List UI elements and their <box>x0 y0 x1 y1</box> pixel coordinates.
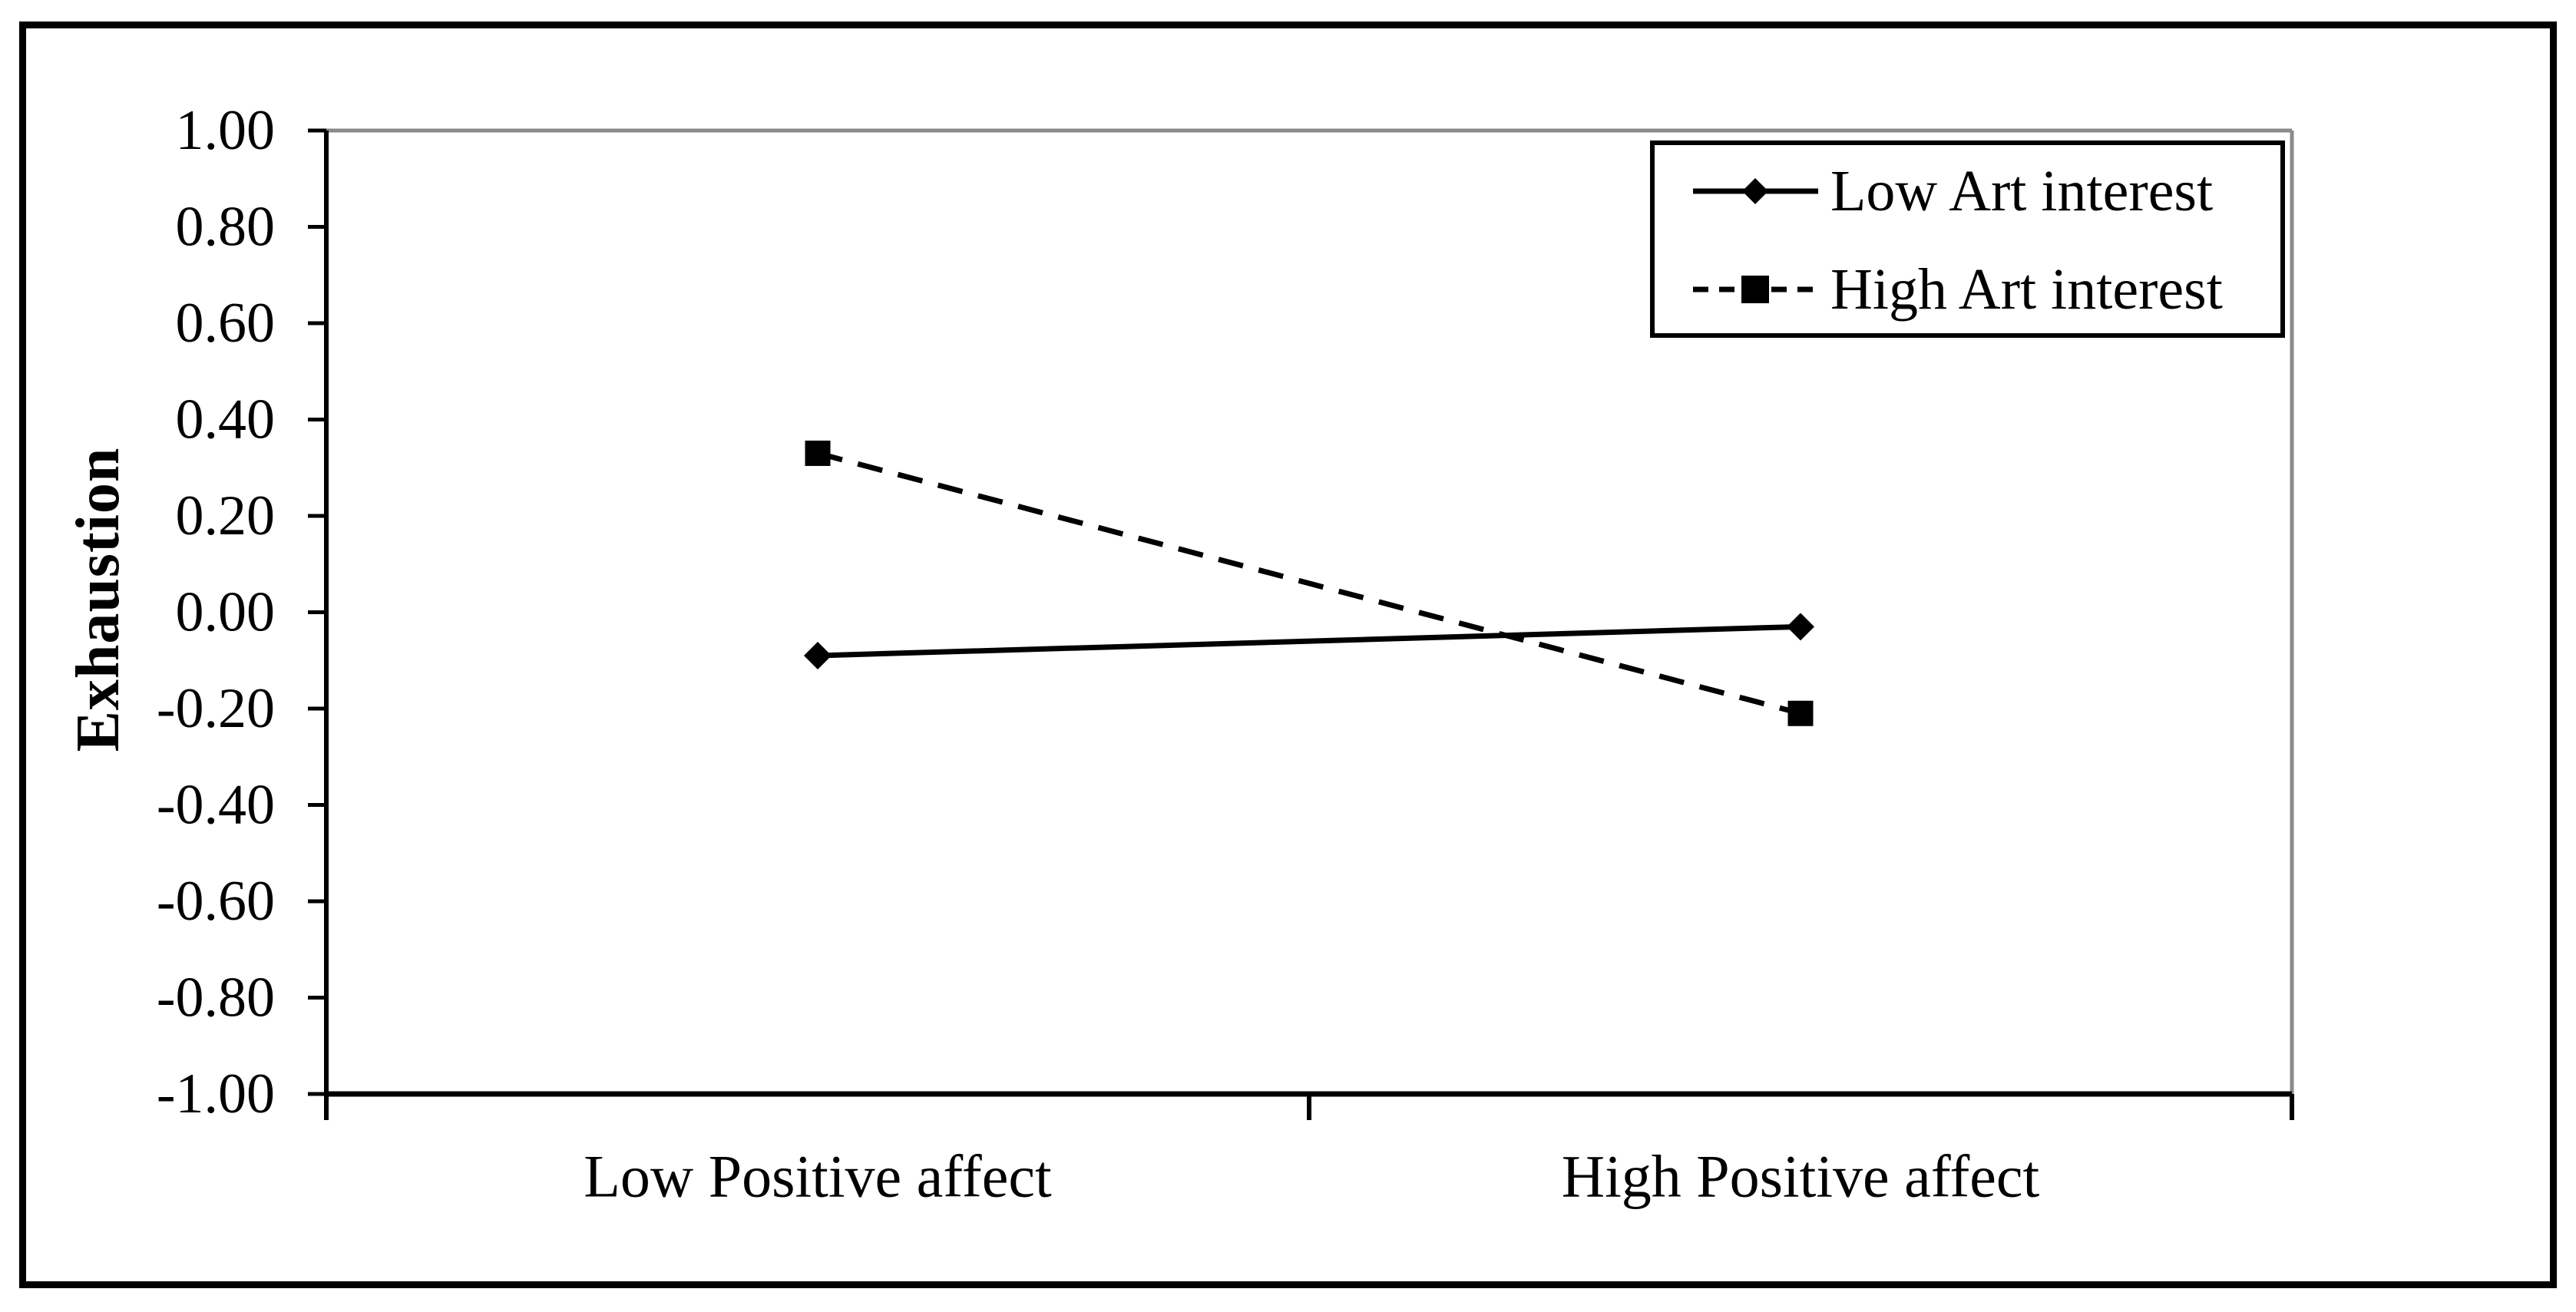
data-point-diamond-marker <box>804 641 832 669</box>
series-line-solid <box>817 623 1801 659</box>
y-tick-label: 0.60 <box>176 292 276 355</box>
series-line-dashed <box>817 451 1801 716</box>
x-category-label: Low Positive affect <box>584 1143 1052 1210</box>
data-point-square-marker <box>805 440 831 466</box>
legend-item-label: High Art interest <box>1830 257 2223 322</box>
legend-diamond-marker <box>1742 178 1768 204</box>
y-tick-label: -0.80 <box>157 967 275 1029</box>
data-point-diamond-marker <box>1787 613 1814 641</box>
y-tick-label: -0.20 <box>157 677 275 740</box>
x-category-label: High Positive affect <box>1562 1143 2040 1210</box>
y-tick-label: 0.20 <box>176 484 276 547</box>
y-tick-label: -1.00 <box>157 1062 275 1125</box>
y-axis-title: Exhaustion <box>64 447 132 752</box>
legend-box <box>1650 140 2285 338</box>
y-tick-label: -0.40 <box>157 774 275 837</box>
legend-item-label: Low Art interest <box>1830 159 2213 223</box>
data-point-square-marker <box>1787 700 1814 726</box>
legend-square-marker <box>1741 276 1769 303</box>
y-tick-label: 1.00 <box>176 99 276 162</box>
figure-border <box>19 21 2557 1288</box>
y-tick-label: 0.40 <box>176 388 276 451</box>
y-tick-label: 0.00 <box>176 581 276 644</box>
y-tick-label: -0.60 <box>157 870 275 933</box>
y-tick-label: 0.80 <box>176 196 276 259</box>
